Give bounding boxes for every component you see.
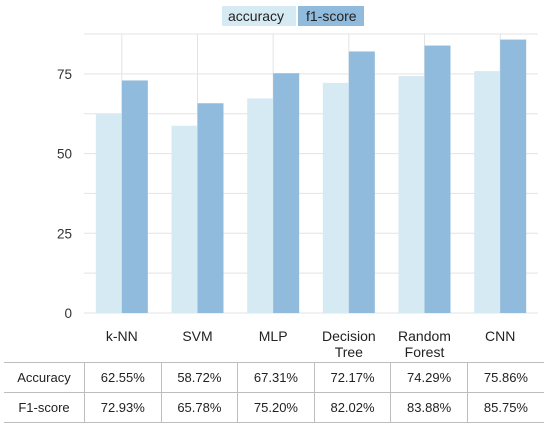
bar-f1-score-random-forest bbox=[424, 45, 451, 313]
bar-f1-score-k-nn bbox=[121, 80, 148, 313]
legend: accuracy f1-score bbox=[222, 6, 364, 26]
f1-cell-decision-tree: 82.02% bbox=[314, 392, 392, 423]
accuracy-cell-cnn: 75.86% bbox=[467, 362, 544, 393]
bar-accuracy-k-nn bbox=[95, 113, 122, 313]
x-tick-label-cnn: CNN bbox=[485, 328, 515, 344]
f1-cell-cnn: 85.75% bbox=[467, 392, 544, 423]
f1-cell-svm: 65.78% bbox=[161, 392, 239, 423]
accuracy-cell-random-forest: 74.29% bbox=[390, 362, 468, 393]
bars bbox=[95, 39, 527, 314]
metrics-table: Accuracy 62.55% 58.72% 67.31% 72.17% 74.… bbox=[4, 362, 544, 423]
bar-accuracy-mlp bbox=[247, 98, 274, 313]
row-label-accuracy: Accuracy bbox=[4, 362, 85, 393]
table-row-f1-score: F1-score 72.93% 65.78% 75.20% 82.02% 83.… bbox=[4, 392, 544, 423]
x-tick-label-k-nn: k-NN bbox=[106, 328, 138, 344]
legend-swatch-f1-score bbox=[298, 6, 364, 26]
bar-f1-score-cnn bbox=[500, 39, 527, 314]
bar-f1-score-svm bbox=[197, 103, 224, 313]
legend-swatch-accuracy bbox=[222, 6, 296, 26]
x-tick-label-svm: SVM bbox=[182, 328, 212, 344]
bar-accuracy-svm bbox=[171, 125, 198, 313]
accuracy-cell-svm: 58.72% bbox=[161, 362, 239, 393]
accuracy-cell-decision-tree: 72.17% bbox=[314, 362, 392, 393]
grouped-bar-chart: 0 25 50 75 k-NN SVM MLP Decision Tree Random Fore… bbox=[57, 6, 538, 360]
x-tick-label-mlp: MLP bbox=[259, 328, 288, 344]
f1-cell-mlp: 75.20% bbox=[237, 392, 315, 423]
y-axis-ticks: 0 25 50 75 bbox=[57, 67, 72, 321]
f1-cell-knn: 72.93% bbox=[84, 392, 162, 423]
bar-accuracy-cnn bbox=[474, 71, 501, 313]
x-tick-label-decision-tree: Decision Tree bbox=[322, 328, 376, 360]
bar-accuracy-random-forest bbox=[398, 76, 425, 313]
f1-cell-random-forest: 83.88% bbox=[390, 392, 468, 423]
accuracy-cell-knn: 62.55% bbox=[84, 362, 162, 393]
row-label-f1-score: F1-score bbox=[4, 392, 85, 423]
y-tick-label: 75 bbox=[57, 67, 72, 82]
legend-label-f1-score: f1-score bbox=[306, 8, 357, 24]
bar-accuracy-decision-tree bbox=[322, 82, 349, 313]
y-tick-label: 50 bbox=[57, 147, 72, 162]
legend-label-accuracy: accuracy bbox=[228, 8, 284, 24]
x-axis-category-labels: k-NN SVM MLP Decision Tree Random Forest CNN bbox=[106, 328, 515, 360]
x-tick-label-random-forest: Random Forest bbox=[398, 328, 451, 360]
gridlines bbox=[84, 33, 538, 314]
y-tick-label: 0 bbox=[64, 306, 72, 321]
bar-f1-score-decision-tree bbox=[348, 51, 375, 314]
accuracy-cell-mlp: 67.31% bbox=[237, 362, 315, 393]
bar-f1-score-mlp bbox=[273, 73, 300, 314]
table-row-accuracy: Accuracy 62.55% 58.72% 67.31% 72.17% 74.… bbox=[4, 362, 544, 393]
y-tick-label: 25 bbox=[57, 226, 72, 241]
